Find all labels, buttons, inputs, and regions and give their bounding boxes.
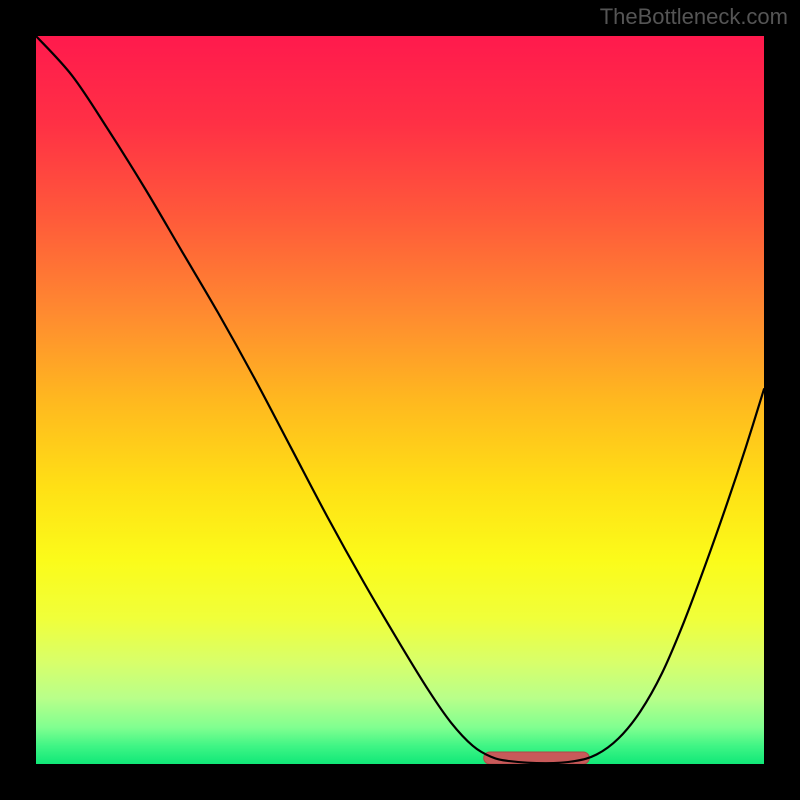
plot-background bbox=[36, 36, 764, 764]
watermark-text: TheBottleneck.com bbox=[600, 4, 788, 30]
chart-svg bbox=[0, 0, 800, 800]
bottleneck-chart bbox=[0, 0, 800, 800]
